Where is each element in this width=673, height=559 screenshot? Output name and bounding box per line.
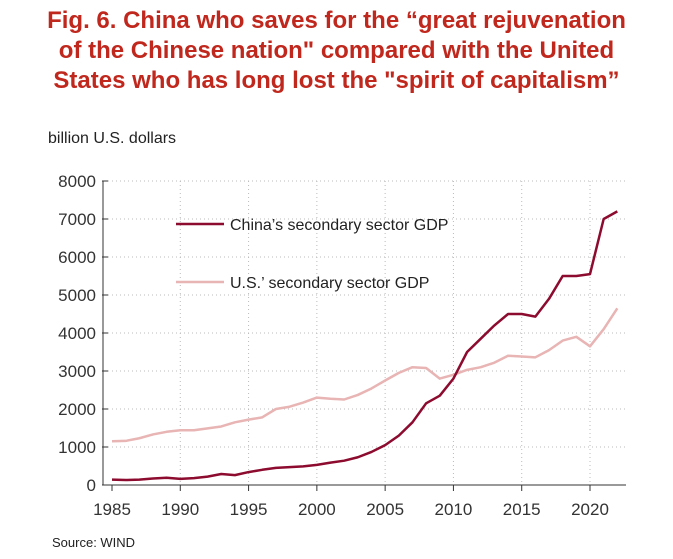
x-tick-label: 1985 [93, 500, 131, 519]
title-line: States who has long lost the "spirit of … [53, 67, 620, 94]
y-tick-label: 8000 [58, 172, 96, 191]
y-tick-label: 0 [87, 476, 96, 495]
title-line: of the Chinese nation" compared with the… [58, 37, 615, 64]
x-tick-label: 2000 [298, 500, 336, 519]
y-axis-label: billion U.S. dollars [48, 130, 177, 147]
us-series-line [111, 307, 619, 443]
x-tick-label: 1995 [230, 500, 268, 519]
y-tick-label: 3000 [58, 362, 96, 381]
x-tick-label: 2005 [366, 500, 404, 519]
x-tick-label: 2020 [571, 500, 609, 519]
y-tick-label: 5000 [58, 286, 96, 305]
legend-label: U.S.’ secondary sector GDP [230, 275, 429, 292]
y-tick-label: 6000 [58, 248, 96, 267]
legend-label: China’s secondary sector GDP [230, 217, 448, 234]
y-tick-label: 1000 [58, 438, 96, 457]
y-tick-label: 7000 [58, 210, 96, 229]
y-tick-label: 4000 [58, 324, 96, 343]
x-tick-label: 2015 [503, 500, 541, 519]
title-line: Fig. 6. China who saves for the “great r… [47, 7, 626, 34]
china-series-line [111, 210, 618, 482]
x-tick-label: 2010 [435, 500, 473, 519]
x-tick-label: 1990 [161, 500, 199, 519]
source-note: Source: WIND [52, 535, 136, 550]
y-tick-label: 2000 [58, 400, 96, 419]
chart-title: Fig. 6. China who saves for the “great r… [0, 6, 673, 96]
